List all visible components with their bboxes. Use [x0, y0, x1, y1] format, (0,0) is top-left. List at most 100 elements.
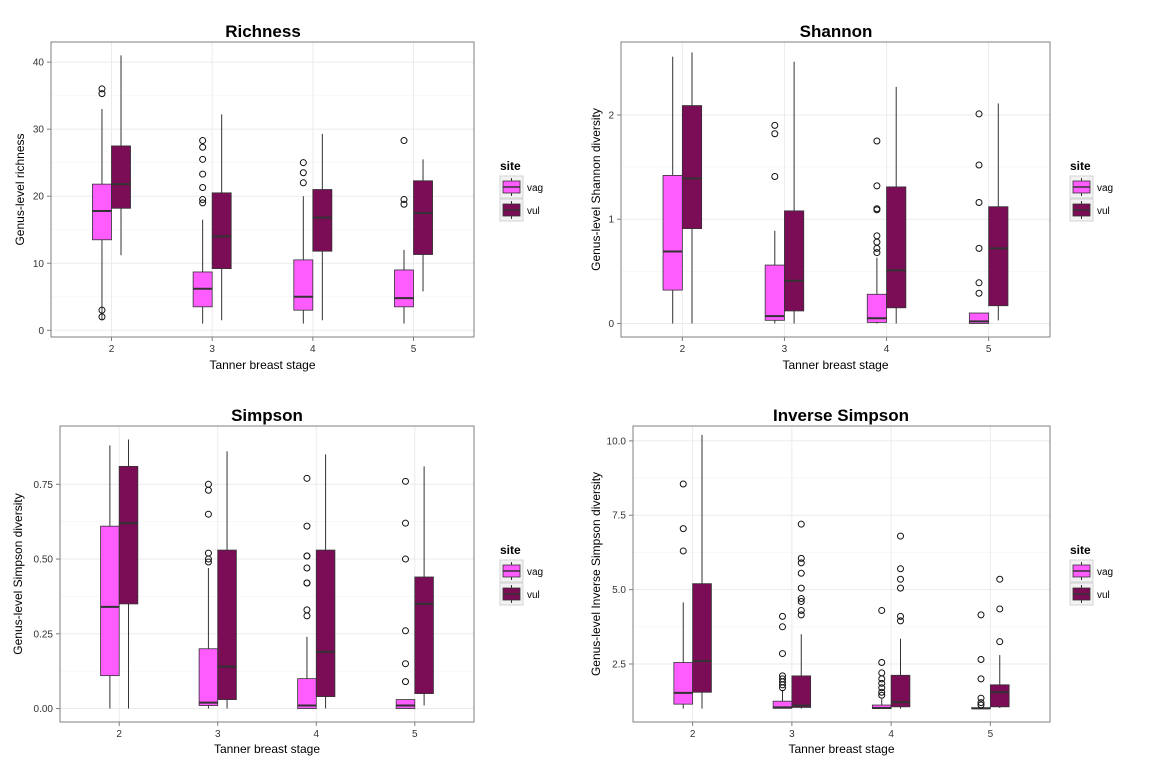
box-vag: [866, 293, 887, 323]
x-tick-label: 5: [411, 344, 417, 355]
x-tick-label: 2: [116, 729, 122, 740]
legend-label-vag: vag: [527, 183, 543, 194]
box-vul: [111, 145, 131, 209]
panel-border: [620, 41, 1051, 338]
outlier-point: [878, 691, 886, 699]
series-vag: [100, 445, 416, 709]
box-vag: [198, 648, 219, 706]
x-tick-label: 2: [109, 344, 115, 355]
outlier-point: [204, 549, 212, 557]
box-vag: [293, 259, 314, 311]
box-vul: [315, 549, 336, 697]
outlier-point: [878, 688, 886, 696]
box-vul: [413, 180, 433, 255]
outlier-point: [401, 519, 409, 527]
x-axis-label: Tanner breast stage: [782, 358, 888, 372]
chart-panel-0: 0 10 20 30 40 2 3 4 5 Richness Tanner breast stage…: [13, 22, 543, 372]
box-vul: [784, 210, 805, 312]
x-tick-label: 4: [313, 729, 319, 740]
x-tick-label: 2: [690, 729, 696, 740]
outlier-point: [878, 659, 886, 667]
outlier-point: [878, 606, 886, 614]
x-tick-label: 3: [209, 344, 215, 355]
outlier-point: [797, 520, 805, 528]
series-vul: [692, 434, 1010, 709]
outlier-point: [778, 612, 786, 620]
x-tick-label: 4: [888, 729, 894, 740]
outlier-point: [878, 669, 886, 677]
legend-title: site: [500, 159, 521, 173]
outlier-point: [199, 196, 207, 204]
outlier-point: [996, 638, 1004, 646]
y-tick-label: 5.0: [612, 585, 626, 596]
outlier-point: [975, 279, 983, 287]
outlier-point: [400, 137, 408, 145]
y-tick-label: 10: [33, 259, 45, 270]
box-vag: [395, 699, 416, 709]
outlier-point: [401, 627, 409, 635]
outlier-point: [797, 584, 805, 592]
series-vag: [662, 56, 990, 324]
x-tick-label: 3: [782, 344, 788, 355]
panel-border: [632, 425, 1051, 723]
y-tick-label: 20: [33, 192, 45, 203]
legend-label-vul: vul: [527, 590, 540, 601]
outlier-point: [199, 170, 207, 178]
x-tick-label: 3: [215, 729, 221, 740]
legend-label-vul: vul: [1097, 206, 1110, 217]
outlier-point: [299, 169, 307, 177]
outlier-point: [797, 595, 805, 603]
outlier-point: [975, 110, 983, 118]
panel-border: [59, 425, 475, 723]
box-vul: [414, 576, 434, 694]
y-tick-label: 30: [33, 125, 45, 136]
y-tick-label: 0.25: [34, 629, 54, 640]
x-tick-label: 3: [789, 729, 795, 740]
outlier-point: [873, 249, 881, 257]
series-vul: [681, 52, 1009, 324]
y-axis-label: Genus-level Simpson diversity: [11, 493, 25, 654]
box-vul: [692, 583, 712, 693]
outlier-point: [878, 679, 886, 687]
series-vag: [673, 480, 991, 710]
outlier-point: [897, 532, 905, 540]
outlier-point: [778, 675, 786, 683]
outlier-point: [199, 143, 207, 151]
series-vul: [118, 439, 434, 709]
outlier-point: [797, 598, 805, 606]
y-tick-label: 7.5: [612, 511, 626, 522]
y-tick-label: 0.50: [34, 555, 54, 566]
outlier-point: [299, 159, 307, 167]
outlier-point: [401, 555, 409, 563]
outlier-point: [98, 313, 106, 321]
outlier-point: [303, 474, 311, 482]
outlier-point: [679, 480, 687, 488]
legend-title: site: [500, 543, 521, 557]
legend-title: site: [1070, 543, 1091, 557]
box-vag: [297, 678, 317, 709]
x-tick-label: 5: [986, 344, 992, 355]
outlier-point: [771, 172, 779, 180]
outlier-point: [98, 90, 106, 98]
y-tick-label: 2.5: [612, 659, 626, 670]
outlier-point: [199, 155, 207, 163]
outlier-point: [797, 569, 805, 577]
box-vag: [673, 662, 694, 705]
x-tick-label: 2: [680, 344, 686, 355]
box-vag: [764, 264, 785, 321]
outlier-point: [401, 477, 409, 485]
outlier-point: [303, 522, 311, 530]
legend-title: site: [1070, 159, 1091, 173]
outlier-point: [778, 623, 786, 631]
outlier-point: [897, 565, 905, 573]
outlier-point: [897, 584, 905, 592]
outlier-point: [771, 121, 779, 129]
legend-label-vag: vag: [1097, 183, 1113, 194]
legend-label-vag: vag: [527, 567, 543, 578]
chart-title: Richness: [225, 22, 301, 41]
outlier-point: [401, 660, 409, 668]
